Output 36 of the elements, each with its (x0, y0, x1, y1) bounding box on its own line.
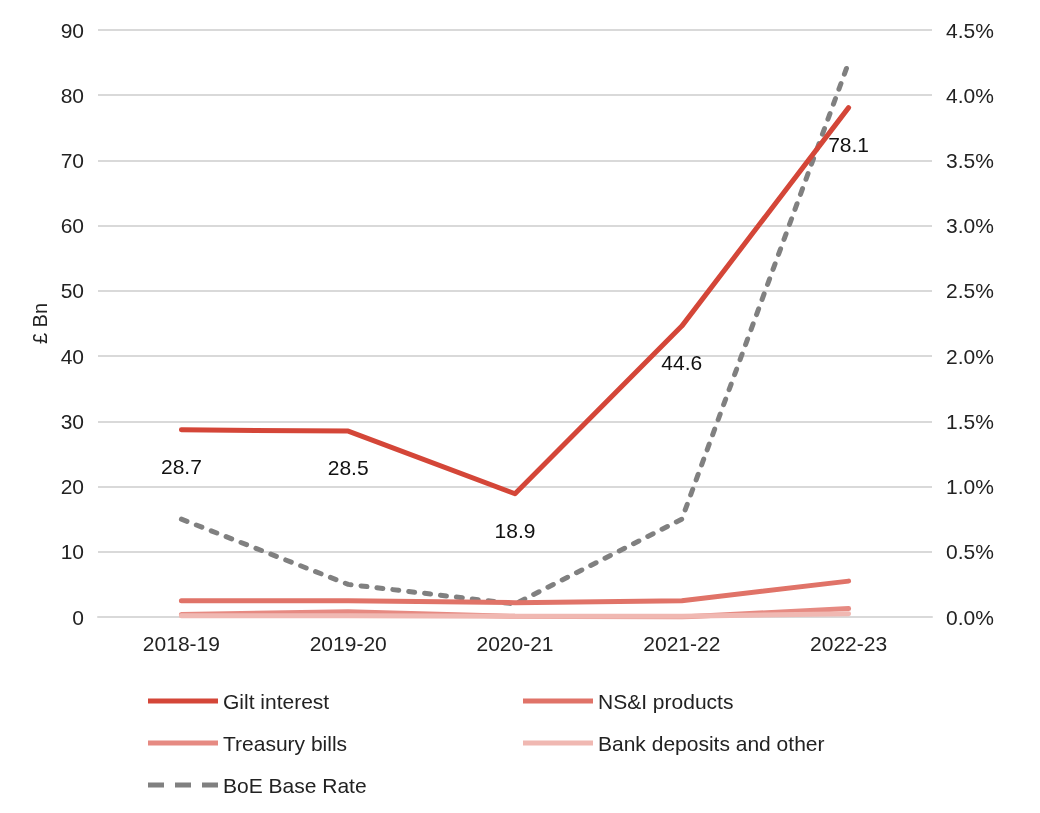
legend-label: Gilt interest (223, 689, 330, 713)
y2-tick-label: 0.0% (946, 605, 994, 629)
y2-tick-label: 1.0% (946, 475, 994, 499)
x-tick-label: 2018-19 (142, 632, 220, 655)
data-label: 18.9 (494, 518, 536, 542)
y2-tick-label: 4.0% (946, 83, 994, 107)
y-tick-label: 70 (60, 148, 84, 172)
data-label: 28.5 (327, 456, 369, 480)
y2-tick-label: 3.5% (946, 148, 994, 172)
y-tick-label: 30 (60, 409, 84, 433)
data-label: 78.1 (828, 132, 870, 156)
y2-tick-label: 2.0% (946, 344, 994, 368)
x-tick-label: 2021-22 (643, 632, 721, 655)
x-tick-label: 2019-20 (309, 632, 387, 655)
x-tick-label: 2022-23 (810, 632, 888, 655)
legend-label: BoE Base Rate (223, 773, 367, 797)
legend-label: NS&I products (598, 689, 734, 713)
data-label: 28.7 (160, 454, 202, 478)
y2-tick-label: 4.5% (946, 18, 994, 42)
y2-tick-label: 2.5% (946, 279, 994, 303)
y-tick-label: 50 (60, 279, 84, 303)
legend-label: Bank deposits and other (598, 731, 825, 755)
y-axis-title: £ Bn (28, 302, 51, 345)
y-tick-label: 20 (60, 475, 84, 499)
y-tick-label: 60 (60, 214, 84, 238)
legend-label: Treasury bills (223, 731, 348, 755)
y-tick-label: 10 (60, 540, 84, 564)
y2-tick-label: 1.5% (946, 409, 994, 433)
y-tick-label: 90 (60, 18, 84, 42)
y-tick-label: 40 (60, 344, 84, 368)
data-label: 44.6 (661, 351, 703, 375)
y2-tick-label: 3.0% (946, 214, 994, 238)
y-tick-label: 80 (60, 83, 84, 107)
x-tick-label: 2020-21 (476, 632, 554, 655)
y2-tick-label: 0.5% (946, 540, 994, 564)
y-tick-label: 0 (72, 605, 84, 629)
